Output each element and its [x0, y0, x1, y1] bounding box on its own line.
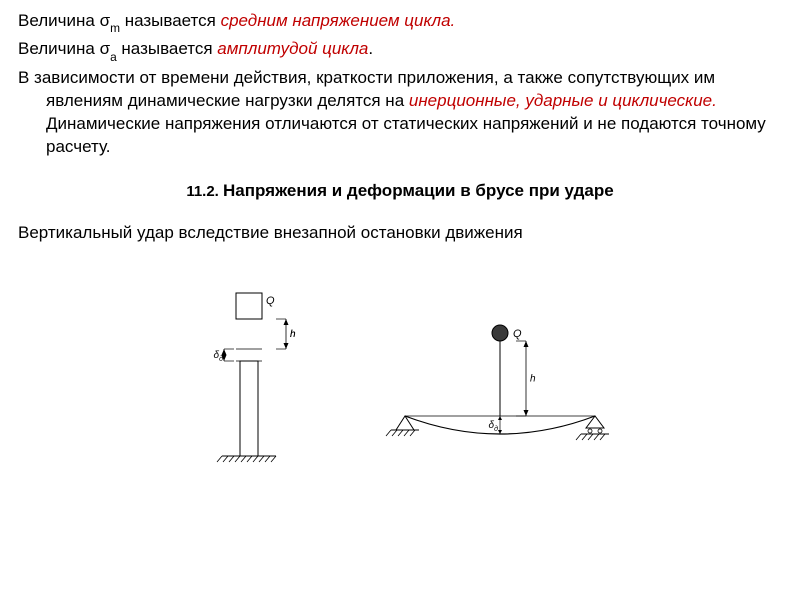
term-load-types: инерционные, ударные и циклические.	[409, 91, 717, 110]
term-mean-stress: средним напряжением цикла.	[221, 11, 456, 30]
text: .	[368, 39, 373, 58]
paragraph-classification: В зависимости от времени действия, кратк…	[18, 67, 782, 159]
subscript-m: m	[110, 21, 120, 35]
subscript-a: a	[110, 50, 117, 64]
svg-text:д: д	[494, 425, 498, 433]
section-name: Напряжения и деформации в брусе при удар…	[223, 181, 614, 200]
paragraph-vertical-impact: Вертикальный удар вследствие внезапной о…	[18, 223, 782, 243]
section-number: 11.2.	[186, 183, 223, 200]
page: Величина σm называется средним напряжени…	[0, 0, 800, 476]
svg-text:h: h	[530, 373, 536, 384]
section-title: 11.2. Напряжения и деформации в брусе пр…	[18, 181, 782, 201]
text: называется	[117, 39, 218, 58]
text: Величина σ	[18, 11, 110, 30]
paragraph-sigma-m: Величина σm называется средним напряжени…	[18, 10, 782, 34]
impact-diagrams: QhhδдQhδд	[165, 261, 635, 471]
text: называется	[120, 11, 221, 30]
text: Величина σ	[18, 39, 110, 58]
svg-text:д: д	[219, 355, 223, 363]
paragraph-sigma-a: Величина σa называется амплитудой цикла.	[18, 38, 782, 62]
text: В зависимости от времени действия, кратк…	[18, 68, 568, 87]
text: Динамические напряжения	[46, 114, 265, 133]
svg-text:Q: Q	[266, 295, 275, 307]
figure-container: QhhδдQhδд	[18, 261, 782, 476]
svg-text:h: h	[290, 329, 296, 340]
term-amplitude: амплитудой цикла	[217, 39, 368, 58]
svg-text:Q: Q	[513, 328, 522, 340]
